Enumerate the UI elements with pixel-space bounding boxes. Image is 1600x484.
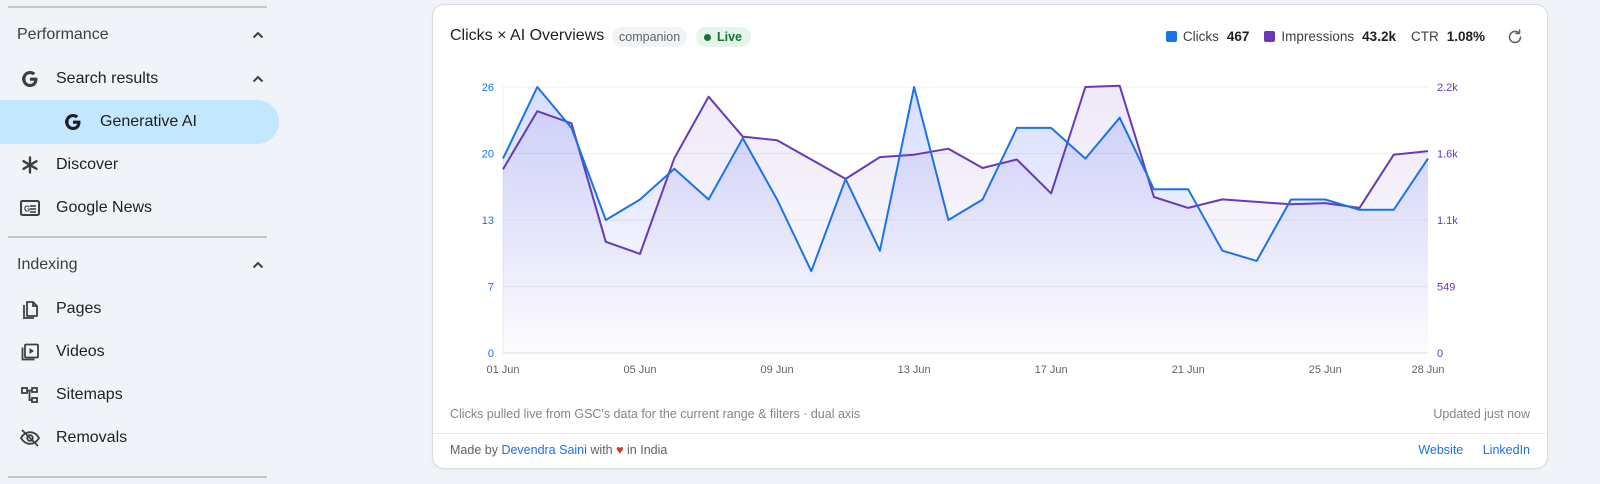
author-link[interactable]: Devendra Saini <box>501 443 587 457</box>
chevron-up-icon[interactable] <box>250 27 266 43</box>
removals-icon <box>19 427 41 449</box>
y-left-tick-label: 0 <box>488 348 494 360</box>
chevron-up-icon[interactable] <box>250 257 266 273</box>
divider <box>8 6 267 8</box>
heart-icon: ♥ <box>616 443 624 457</box>
y-right-tick-label: 0 <box>1437 348 1443 360</box>
card-title: Clicks × AI Overviews <box>450 27 605 44</box>
live-dot-icon <box>704 33 711 41</box>
google-g-icon <box>62 111 84 133</box>
section-indexing[interactable]: Indexing <box>0 245 280 285</box>
x-tick-label: 25 Jun <box>1309 364 1342 376</box>
dual-axis-line-chart: 0 0 7 549 13 1.1k 20 1.6k 26 2.2k 01 Jun 05 Jun 09 J… <box>482 82 1459 376</box>
y-right-tick-label: 1.1k <box>1437 215 1458 227</box>
footer-divider <box>433 433 1547 434</box>
divider <box>8 236 267 238</box>
sidebar-item-label: Search results <box>56 70 159 87</box>
sidebar-item-generative-ai[interactable]: Generative AI <box>0 100 279 144</box>
x-tick-label: 28 Jun <box>1411 364 1444 376</box>
sitemaps-icon <box>19 384 41 406</box>
clicks-legend-label: Clicks <box>1182 29 1219 44</box>
x-tick-label: 09 Jun <box>761 364 794 376</box>
y-right-tick-label: 549 <box>1437 282 1455 294</box>
asterisk-icon <box>19 154 41 176</box>
sidebar-item-search-results[interactable]: Search results <box>0 57 280 101</box>
footer-links: Website LinkedIn <box>1402 443 1530 457</box>
impressions-total: 43.2k <box>1362 29 1396 44</box>
refresh-icon[interactable] <box>1505 27 1525 47</box>
live-badge-label: Live <box>717 30 743 44</box>
sidebar-item-videos[interactable]: Videos <box>0 330 280 374</box>
made-by: Made by Devendra Saini with ♥ in India <box>450 443 667 457</box>
y-left-tick-label: 7 <box>488 282 494 294</box>
sidebar-item-label: Sitemaps <box>56 386 123 403</box>
svg-text:G: G <box>24 205 30 214</box>
sidebar-item-removals[interactable]: Removals <box>0 416 280 460</box>
x-tick-label: 01 Jun <box>486 364 519 376</box>
section-indexing-label: Indexing <box>17 256 78 273</box>
y-left-tick-label: 20 <box>482 149 494 161</box>
made-by-suffix: in India <box>627 443 668 457</box>
companion-badge: companion <box>612 27 688 47</box>
sidebar-item-discover[interactable]: Discover <box>0 143 280 187</box>
section-performance[interactable]: Performance <box>0 15 280 55</box>
clicks-area <box>503 87 1428 353</box>
pages-icon <box>19 298 41 320</box>
x-tick-label: 17 Jun <box>1035 364 1068 376</box>
x-tick-label: 21 Jun <box>1172 364 1205 376</box>
sidebar-item-label: Pages <box>56 300 102 317</box>
stats-legend: Clicks 467 Impressions 43.2k CTR 1.08% <box>1165 29 1485 44</box>
impressions-legend-label: Impressions <box>1281 29 1355 44</box>
y-left-tick-label: 13 <box>482 215 494 227</box>
sidebar: Performance Search results Generative AI… <box>0 0 290 484</box>
sidebar-item-label: Generative AI <box>100 113 197 130</box>
x-tick-label: 05 Jun <box>624 364 657 376</box>
made-by-with: with <box>590 443 613 457</box>
sidebar-item-label: Videos <box>56 343 105 360</box>
y-left-tick-label: 26 <box>482 82 494 94</box>
clicks-legend-swatch <box>1165 31 1177 42</box>
sidebar-item-label: Removals <box>56 429 128 446</box>
updated-status: Updated just now <box>1433 407 1530 421</box>
impressions-legend-swatch <box>1264 31 1276 42</box>
x-tick-label: 13 Jun <box>898 364 931 376</box>
clicks-series-line <box>502 86 1429 273</box>
ctr-label: CTR <box>1410 29 1439 44</box>
chevron-up-icon[interactable] <box>250 71 266 87</box>
sidebar-item-sitemaps[interactable]: Sitemaps <box>0 373 280 417</box>
chart-card: Clicks × AI Overviews companion Live Cli… <box>432 4 1548 469</box>
sidebar-item-google-news[interactable]: G Google News <box>0 186 280 230</box>
news-icon: G <box>19 197 41 219</box>
impressions-series-line <box>502 84 1429 255</box>
made-by-prefix: Made by <box>450 443 498 457</box>
website-link[interactable]: Website <box>1418 443 1464 457</box>
google-g-icon <box>19 68 41 90</box>
live-badge: Live <box>696 27 752 47</box>
y-right-tick-label: 1.6k <box>1437 149 1458 161</box>
clicks-total: 467 <box>1226 29 1250 44</box>
section-performance-label: Performance <box>17 26 109 43</box>
y-right-tick-label: 2.2k <box>1437 82 1458 94</box>
linkedin-link[interactable]: LinkedIn <box>1482 443 1530 457</box>
divider <box>8 476 267 478</box>
sidebar-item-label: Discover <box>56 156 119 173</box>
videos-icon <box>19 341 41 363</box>
sidebar-item-label: Google News <box>56 199 153 216</box>
ctr-value: 1.08% <box>1446 29 1485 44</box>
sidebar-item-pages[interactable]: Pages <box>0 287 280 331</box>
chart-footnote: Clicks pulled live from GSC's data for t… <box>450 407 861 421</box>
